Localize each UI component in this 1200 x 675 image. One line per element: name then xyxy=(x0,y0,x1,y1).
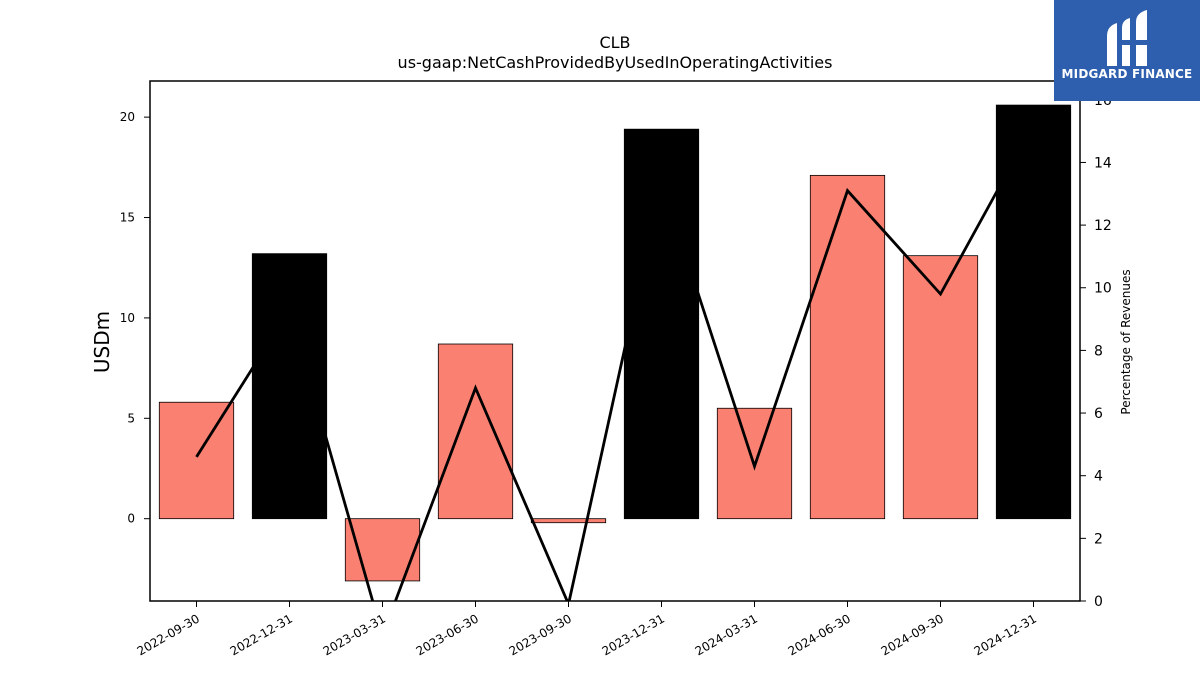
x-tick-label: 2023-03-31 xyxy=(321,611,388,658)
bar-2024-09-30 xyxy=(902,255,979,520)
y2-axis-label: Percentage of Revenues xyxy=(1119,269,1133,414)
x-tick-label: 2023-06-30 xyxy=(414,611,481,658)
bar-2024-06-30 xyxy=(809,174,886,520)
y2-tick-label: 4 xyxy=(1094,469,1103,485)
brand-logo: MIDGARD FINANCE xyxy=(1054,0,1200,101)
y2-tick-label: 14 xyxy=(1094,155,1112,171)
bar-2023-03-31 xyxy=(344,518,421,582)
chart-title: CLB xyxy=(599,33,630,52)
x-tick-label: 2024-09-30 xyxy=(879,611,946,658)
x-tick-label: 2023-09-30 xyxy=(507,611,574,658)
y-tick-label: 5 xyxy=(127,411,135,425)
x-tick-label: 2024-06-30 xyxy=(786,611,853,658)
y-tick-label: 10 xyxy=(120,311,135,325)
percentage-line xyxy=(195,124,1035,601)
brand-name: MIDGARD FINANCE xyxy=(1061,67,1193,81)
y-axis-label: USDm xyxy=(90,311,114,373)
bar-2023-06-30 xyxy=(437,343,514,520)
y-tick-label: 15 xyxy=(120,211,135,225)
x-tick-label: 2024-12-31 xyxy=(972,611,1039,658)
bar-2023-12-31 xyxy=(623,128,700,520)
bars-layer xyxy=(158,104,1072,582)
midgard-logo-icon xyxy=(1107,10,1147,66)
x-tick-label: 2022-09-30 xyxy=(135,611,202,658)
chart-subtitle: us-gaap:NetCashProvidedByUsedInOperating… xyxy=(398,53,833,72)
y2-tick-label: 8 xyxy=(1094,343,1103,359)
y-tick-label: 0 xyxy=(127,512,135,526)
line-layer xyxy=(195,124,1035,601)
x-tick-label: 2022-12-31 xyxy=(228,611,295,658)
plot-frame xyxy=(149,80,1081,602)
x-tick-label: 2023-12-31 xyxy=(600,611,667,658)
y2-tick-label: 2 xyxy=(1094,531,1103,547)
bar-2022-12-31 xyxy=(251,253,328,520)
bar-2024-12-31 xyxy=(995,104,1072,520)
y2-tick-label: 12 xyxy=(1094,218,1112,234)
bar-2022-09-30 xyxy=(158,401,235,520)
bar-2023-09-30 xyxy=(530,518,607,524)
y2-tick-label: 0 xyxy=(1094,594,1103,610)
x-tick-label: 2024-03-31 xyxy=(693,611,760,658)
y2-tick-label: 10 xyxy=(1094,281,1112,297)
y2-tick-label: 6 xyxy=(1094,406,1103,422)
y-tick-label: 20 xyxy=(120,110,135,124)
